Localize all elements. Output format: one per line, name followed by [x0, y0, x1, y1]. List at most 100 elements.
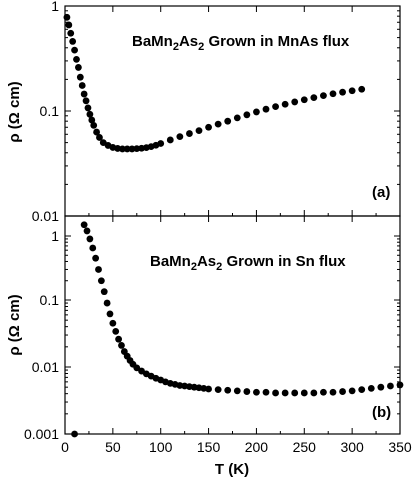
data-point-b	[95, 266, 102, 273]
data-point-b	[329, 388, 337, 396]
data-point-b	[396, 381, 404, 389]
panel-a-y-tick-labels: 0.01 0.1 1	[32, 0, 59, 224]
panel-a-title: BaMn2As2 Grown in MnAs flux	[132, 33, 350, 53]
data-point-b	[106, 310, 114, 318]
data-point-a	[96, 134, 103, 141]
panel-b-label: (b)	[372, 404, 391, 421]
data-point-a	[119, 145, 126, 153]
data-point-b	[339, 388, 346, 395]
data-point-a	[329, 90, 337, 98]
x-tick-label-200: 200	[245, 439, 269, 455]
data-point-b	[133, 364, 141, 372]
panel-b-y-tick-labels: 0.001 0.01 0.1 1	[24, 228, 59, 442]
data-point-b	[112, 327, 120, 335]
data-point-b	[377, 383, 385, 391]
data-point-a	[195, 127, 203, 135]
data-point-a	[243, 111, 251, 119]
panel-b-y-axis-title: ρ (Ω cm)	[6, 294, 23, 355]
data-point-a	[186, 130, 193, 137]
data-point-a	[176, 133, 184, 141]
data-point-a	[67, 29, 75, 37]
data-point-a	[80, 90, 88, 98]
data-point-b	[300, 389, 308, 397]
panel-a-y-axis-title: ρ (Ω cm)	[6, 81, 23, 142]
data-point-a	[166, 136, 174, 144]
data-point-a	[82, 97, 90, 105]
y-tick-label-a-1: 1	[51, 0, 59, 14]
data-point-a	[69, 38, 77, 45]
data-point-b	[348, 387, 356, 395]
data-point-a	[310, 94, 318, 102]
data-point-b	[115, 335, 122, 343]
data-point-b	[320, 388, 327, 396]
panel-b-data-points	[71, 221, 404, 438]
data-point-a	[123, 145, 131, 153]
data-point-b	[205, 385, 212, 393]
panel-b-ticks	[64, 216, 401, 435]
data-point-a	[320, 92, 327, 100]
data-point-b	[358, 386, 366, 393]
data-point-b	[109, 319, 117, 327]
data-point-a	[348, 87, 356, 95]
data-point-b	[262, 388, 270, 396]
data-point-b	[83, 227, 91, 235]
data-point-b	[103, 299, 111, 307]
y-tick-label-b-1: 1	[51, 228, 59, 244]
data-point-b	[367, 384, 375, 392]
data-point-b	[233, 387, 241, 395]
data-point-a	[214, 120, 222, 128]
data-point-a	[205, 123, 212, 131]
x-tick-label-100: 100	[149, 439, 173, 455]
panel-b: 0.001 0.01 0.1 1 0 50 100 150 200 250 300 350 BaMn…	[6, 215, 412, 478]
data-point-b	[71, 430, 78, 438]
data-point-b	[100, 288, 108, 296]
data-point-b	[214, 386, 222, 393]
data-point-a	[78, 82, 86, 89]
data-point-a	[157, 140, 165, 147]
data-point-b	[387, 382, 394, 390]
x-axis-title: T (K)	[215, 461, 249, 478]
data-point-a	[93, 128, 100, 136]
data-point-b	[310, 389, 318, 397]
data-point-b	[97, 277, 105, 285]
data-point-a	[224, 117, 232, 125]
y-tick-label-b-0.01: 0.01	[32, 359, 59, 375]
x-tick-label-350: 350	[388, 439, 412, 455]
data-point-a	[281, 100, 289, 108]
data-point-b	[281, 389, 289, 397]
data-point-a	[253, 108, 260, 116]
x-tick-label-150: 150	[197, 439, 221, 455]
data-point-a	[75, 64, 82, 71]
x-tick-label-250: 250	[293, 439, 317, 455]
data-point-a	[73, 56, 80, 63]
data-point-a	[63, 13, 71, 21]
data-point-a	[71, 46, 78, 54]
data-point-b	[291, 389, 299, 397]
panel-a-label: (a)	[372, 184, 390, 201]
data-point-b	[80, 221, 88, 229]
data-point-b	[86, 235, 94, 243]
data-point-a	[88, 116, 96, 124]
x-tick-label-0: 0	[61, 439, 69, 455]
data-point-a	[84, 104, 92, 112]
data-point-b	[224, 386, 232, 394]
y-tick-label-a-0.01: 0.01	[32, 208, 59, 224]
panel-a: 0.01 0.1 1 BaMn2As2 Grown in MnAs flux (a)…	[6, 0, 401, 224]
data-point-a	[358, 85, 366, 93]
y-tick-label-b-0.001: 0.001	[24, 426, 59, 442]
data-point-a	[300, 96, 308, 104]
data-point-b	[89, 244, 97, 252]
data-point-b	[253, 388, 260, 396]
panel-a-data-points	[63, 13, 366, 153]
data-point-a	[76, 73, 84, 81]
data-point-a	[339, 88, 346, 96]
data-point-a	[262, 105, 270, 113]
data-point-a	[291, 98, 299, 106]
y-tick-label-b-0.1: 0.1	[40, 292, 60, 308]
data-point-a	[65, 21, 73, 29]
x-tick-label-50: 50	[105, 439, 121, 455]
panel-b-title: BaMn2As2 Grown in Sn flux	[150, 253, 346, 273]
data-point-b	[92, 254, 100, 262]
data-point-a	[233, 114, 241, 122]
